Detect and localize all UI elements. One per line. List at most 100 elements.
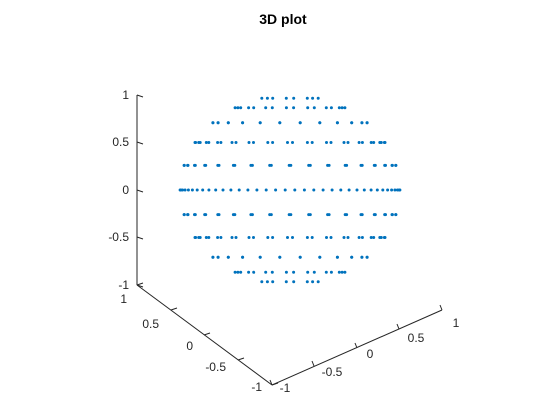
- data-point: [350, 255, 354, 259]
- data-point: [373, 163, 377, 167]
- data-point: [221, 188, 225, 192]
- data-point: [266, 236, 270, 239]
- chart-title: 3D plot: [259, 11, 307, 27]
- data-point: [316, 96, 320, 100]
- data-point: [246, 188, 250, 192]
- y-tick-label: 1: [120, 292, 127, 306]
- data-point: [265, 96, 269, 100]
- data-point: [369, 188, 373, 192]
- data-point: [308, 163, 312, 167]
- data-point: [236, 270, 240, 274]
- data-point: [217, 163, 221, 167]
- data-point: [284, 280, 288, 284]
- data-point: [193, 163, 197, 167]
- data-point: [306, 106, 310, 110]
- data-point: [270, 106, 274, 110]
- y-tick-label: 0: [186, 339, 193, 353]
- data-point: [345, 163, 349, 167]
- x-tick-mark: [269, 379, 273, 386]
- data-point: [305, 141, 309, 144]
- data-point: [286, 141, 289, 144]
- data-point: [252, 106, 256, 110]
- data-point: [298, 121, 302, 125]
- data-point: [347, 188, 351, 192]
- y-tick-mark: [136, 282, 144, 286]
- data-point: [233, 163, 237, 167]
- data-point: [190, 188, 194, 192]
- data-point: [329, 236, 333, 239]
- data-point: [355, 188, 359, 192]
- data-point: [386, 188, 390, 192]
- data-point: [278, 255, 282, 259]
- data-point: [204, 213, 208, 217]
- data-point: [311, 96, 315, 100]
- x-tick-mark: [354, 342, 358, 349]
- data-point: [258, 121, 262, 125]
- data-point: [182, 213, 186, 217]
- data-point: [311, 280, 315, 284]
- data-point: [312, 270, 316, 274]
- data-point: [346, 141, 350, 144]
- data-point: [233, 270, 237, 274]
- data-point: [350, 121, 354, 125]
- data-point: [265, 280, 269, 284]
- data-point: [284, 106, 288, 110]
- data-point: [271, 96, 275, 100]
- data-point: [284, 270, 288, 274]
- data-point: [395, 188, 399, 192]
- data-point: [381, 188, 385, 192]
- data-point: [241, 121, 245, 125]
- data-point: [269, 213, 273, 217]
- data-point: [247, 106, 251, 110]
- data-point: [378, 236, 382, 239]
- data-point: [318, 255, 322, 259]
- data-point: [286, 236, 289, 239]
- data-point: [383, 163, 387, 167]
- data-point: [310, 236, 314, 239]
- y-axis: 1 0.5 0 -0.5 -1: [120, 282, 279, 394]
- data-point: [390, 163, 394, 167]
- data-point: [178, 188, 182, 192]
- data-point: [318, 121, 322, 125]
- data-point: [204, 163, 208, 167]
- data-point: [204, 141, 208, 144]
- data-point: [260, 96, 264, 100]
- data-point: [312, 106, 316, 110]
- data-point: [255, 188, 259, 192]
- data-point: [327, 163, 331, 167]
- data-point: [369, 236, 373, 239]
- data-point: [365, 255, 369, 259]
- data-point: [250, 163, 254, 167]
- data-point: [186, 213, 190, 217]
- data-point: [239, 106, 243, 110]
- data-point: [329, 141, 333, 144]
- data-point: [357, 236, 361, 239]
- data-point: [394, 213, 398, 217]
- data-point: [230, 141, 234, 144]
- x-axis: -1 -0.5 0 0.5 1: [269, 304, 460, 395]
- data-point: [360, 163, 364, 167]
- data-point: [306, 270, 310, 274]
- data-point: [236, 106, 240, 110]
- data-point: [278, 121, 282, 125]
- data-point: [250, 213, 254, 217]
- data-point: [264, 270, 268, 274]
- data-point: [264, 106, 268, 110]
- y-tick-mark: [203, 332, 211, 336]
- data-point: [369, 141, 373, 144]
- z-tick-mark: [136, 94, 144, 98]
- data-point: [252, 270, 256, 274]
- data-point: [335, 255, 339, 259]
- data-point: [274, 188, 278, 192]
- data-point: [194, 236, 198, 239]
- data-point: [340, 270, 344, 274]
- z-tick-label: -1: [118, 278, 129, 292]
- data-point: [342, 141, 346, 144]
- data-point: [343, 270, 347, 274]
- data-point: [340, 106, 344, 110]
- x-tick-label: -1: [280, 381, 291, 395]
- y-tick-mark: [170, 307, 178, 311]
- data-point: [329, 106, 333, 110]
- z-tick-mark: [136, 189, 144, 193]
- data-point: [270, 270, 274, 274]
